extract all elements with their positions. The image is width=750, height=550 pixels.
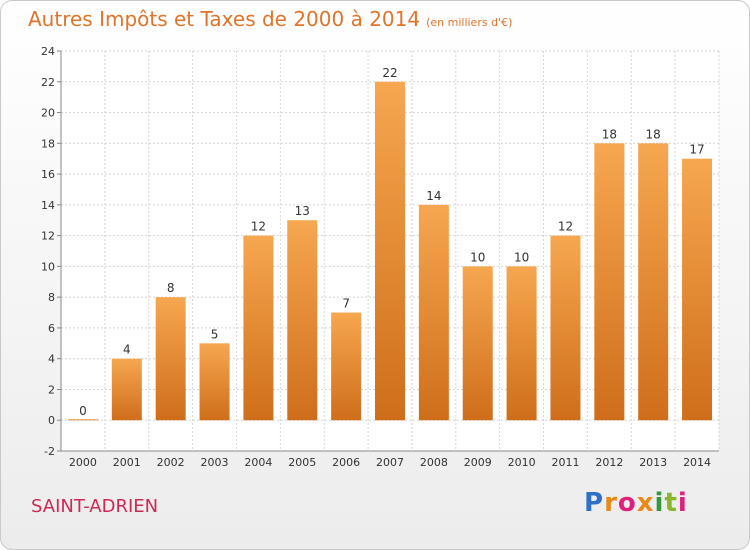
bar-2007 (375, 81, 405, 421)
data-label-2014: 17 (689, 143, 704, 157)
bar-2012 (594, 143, 625, 421)
bar-2005 (287, 220, 318, 421)
data-label-2007: 22 (382, 66, 397, 80)
bar-2004 (243, 235, 274, 421)
y-tick-label: 4 (48, 353, 55, 366)
y-tick-label: 18 (41, 137, 55, 150)
data-label-2006: 7 (342, 297, 350, 311)
y-tick-label: 0 (48, 414, 55, 427)
chart-title-text: Autres Impôts et Taxes de 2000 à 2014 (28, 7, 421, 31)
x-tick-label-2009: 2009 (464, 456, 492, 469)
data-label-2000: 0 (79, 404, 87, 418)
data-label-2010: 10 (514, 250, 529, 264)
y-tick-label: -2 (44, 445, 55, 458)
bar-2010 (506, 266, 537, 421)
bar-2006 (331, 312, 362, 421)
x-tick-label-2008: 2008 (420, 456, 448, 469)
bar-2013 (638, 143, 669, 421)
x-tick-label-2011: 2011 (551, 456, 579, 469)
bar-2002 (155, 297, 186, 421)
data-label-2002: 8 (167, 281, 175, 295)
x-tick-label-2010: 2010 (508, 456, 536, 469)
x-tick-label-2014: 2014 (683, 456, 711, 469)
y-tick-label: 2 (48, 383, 55, 396)
data-label-2004: 12 (251, 220, 266, 234)
proxiti-logo: Proxiti (584, 488, 688, 518)
x-tick-label-2013: 2013 (639, 456, 667, 469)
chart-title: Autres Impôts et Taxes de 2000 à 2014 (en… (28, 7, 512, 31)
data-label-2011: 12 (558, 220, 573, 234)
data-label-2003: 5 (211, 327, 219, 341)
bar-2014 (682, 158, 713, 421)
x-tick-label-2007: 2007 (376, 456, 404, 469)
x-tick-label-2001: 2001 (113, 456, 141, 469)
y-tick-label: 20 (41, 107, 55, 120)
x-tick-label-2012: 2012 (595, 456, 623, 469)
y-tick-label: 6 (48, 322, 55, 335)
x-tick-label-2003: 2003 (201, 456, 229, 469)
bar-2003 (199, 343, 230, 421)
data-label-2013: 18 (646, 127, 661, 141)
chart-unit: (en milliers d'€) (426, 16, 513, 29)
bar-2008 (418, 204, 449, 421)
x-tick-label-2006: 2006 (332, 456, 360, 469)
data-label-2001: 4 (123, 343, 131, 357)
bar-2011 (550, 235, 581, 421)
data-label-2008: 14 (426, 189, 441, 203)
y-tick-label: 12 (41, 230, 55, 243)
y-tick-label: 10 (41, 260, 55, 273)
data-label-2012: 18 (602, 127, 617, 141)
bar-2001 (111, 358, 142, 421)
x-tick-label-2005: 2005 (288, 456, 316, 469)
y-tick-label: 8 (48, 291, 55, 304)
x-tick-label-2000: 2000 (69, 456, 97, 469)
y-tick-label: 22 (41, 76, 55, 89)
y-tick-label: 24 (41, 45, 55, 58)
x-tick-label-2004: 2004 (244, 456, 272, 469)
y-tick-label: 14 (41, 199, 55, 212)
x-tick-label-2002: 2002 (157, 456, 185, 469)
data-label-2009: 10 (470, 250, 485, 264)
bar-2000 (67, 419, 98, 421)
y-tick-label: 16 (41, 168, 55, 181)
town-name: SAINT-ADRIEN (31, 496, 159, 517)
data-label-2005: 13 (295, 204, 310, 218)
bar-2009 (462, 266, 493, 421)
